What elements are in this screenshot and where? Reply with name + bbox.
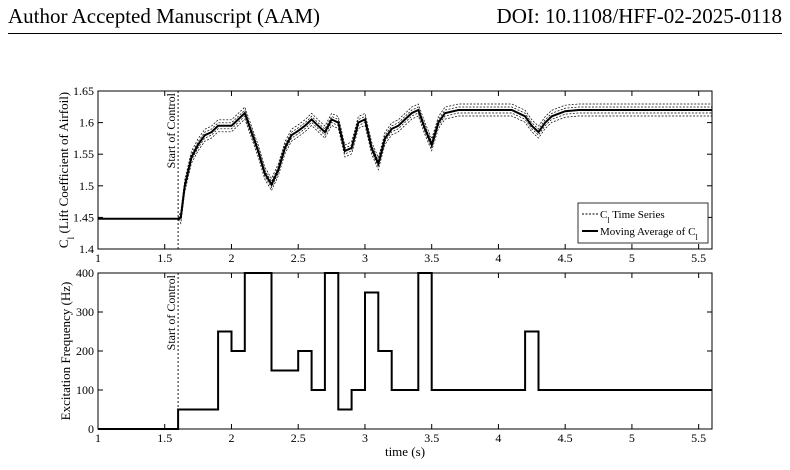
x-tick-label: 2.5	[291, 251, 306, 265]
x-tick-label: 5.5	[691, 431, 706, 445]
page-header: Author Accepted Manuscript (AAM) DOI: 10…	[8, 0, 782, 32]
x-tick-label: 2.5	[291, 431, 306, 445]
x-tick-label: 2	[228, 431, 234, 445]
series-line-1-band	[98, 112, 712, 221]
legend-label: Cl Time Series	[600, 209, 665, 225]
header-left-text: Author Accepted Manuscript (AAM)	[8, 4, 321, 28]
legend-label: Moving Average of Cl	[600, 226, 698, 242]
x-axis-label: time (s)	[385, 444, 425, 459]
x-tick-label: 3	[362, 431, 368, 445]
y-tick-label: 1.5	[79, 179, 94, 193]
x-tick-label: 4.5	[558, 431, 573, 445]
y-tick-label: 1.6	[79, 116, 94, 130]
series-line-2	[98, 108, 712, 220]
x-tick-label: 5	[629, 251, 635, 265]
x-tick-label: 1	[95, 251, 101, 265]
y-axis-label: Excitation Frequency (Hz)	[58, 282, 73, 421]
x-tick-label: 1	[95, 431, 101, 445]
y-axis-label: Cl (Lift Coefficient of Airfoil)	[56, 92, 77, 248]
y-tick-label: 1.65	[73, 84, 94, 98]
x-tick-label: 1.5	[157, 251, 172, 265]
chart-panel-1: 1 1.5 2 2.5 3 3.5 4 4.5 5 5.5 1.4 1.45 1.5 1.55 1.6 1.6…	[56, 84, 713, 265]
series-line-1-band	[98, 115, 712, 225]
plot-frame	[97, 272, 713, 430]
y-tick-label: 0	[88, 422, 94, 436]
series-line-1-band	[98, 106, 712, 220]
y-tick-label: 1.55	[73, 147, 94, 161]
series-line-1-band	[98, 103, 712, 220]
x-tick-label: 4	[495, 251, 501, 265]
y-tick-label: 1.4	[79, 242, 94, 256]
x-tick-label: 2	[228, 251, 234, 265]
y-tick-label: 300	[76, 305, 94, 319]
x-tick-label: 4.5	[558, 251, 573, 265]
series-line-1	[98, 272, 712, 430]
x-tick-label: 1.5	[157, 431, 172, 445]
x-tick-label: 4	[495, 431, 501, 445]
chart-panel-2: 1 1.5 2 2.5 3 3.5 4 4.5 5 5.5 0 100 200 300 400Excitat…	[58, 266, 713, 459]
header-doi-text: DOI: 10.1108/HFF-02-2025-0118	[496, 4, 782, 28]
y-tick-label: 200	[76, 344, 94, 358]
y-tick-label: 1.45	[73, 210, 94, 224]
x-tick-label: 3.5	[424, 431, 439, 445]
x-tick-label: 5.5	[691, 251, 706, 265]
plot-frame	[97, 90, 713, 250]
y-tick-label: 400	[76, 266, 94, 280]
control-start-annotation: Start of Control	[164, 274, 178, 350]
x-tick-label: 3.5	[424, 251, 439, 265]
x-tick-label: 3	[362, 251, 368, 265]
x-tick-label: 5	[629, 431, 635, 445]
y-tick-label: 100	[76, 383, 94, 397]
control-start-annotation: Start of Control	[164, 92, 178, 168]
legend-box	[577, 202, 709, 244]
header-rule	[8, 33, 782, 34]
